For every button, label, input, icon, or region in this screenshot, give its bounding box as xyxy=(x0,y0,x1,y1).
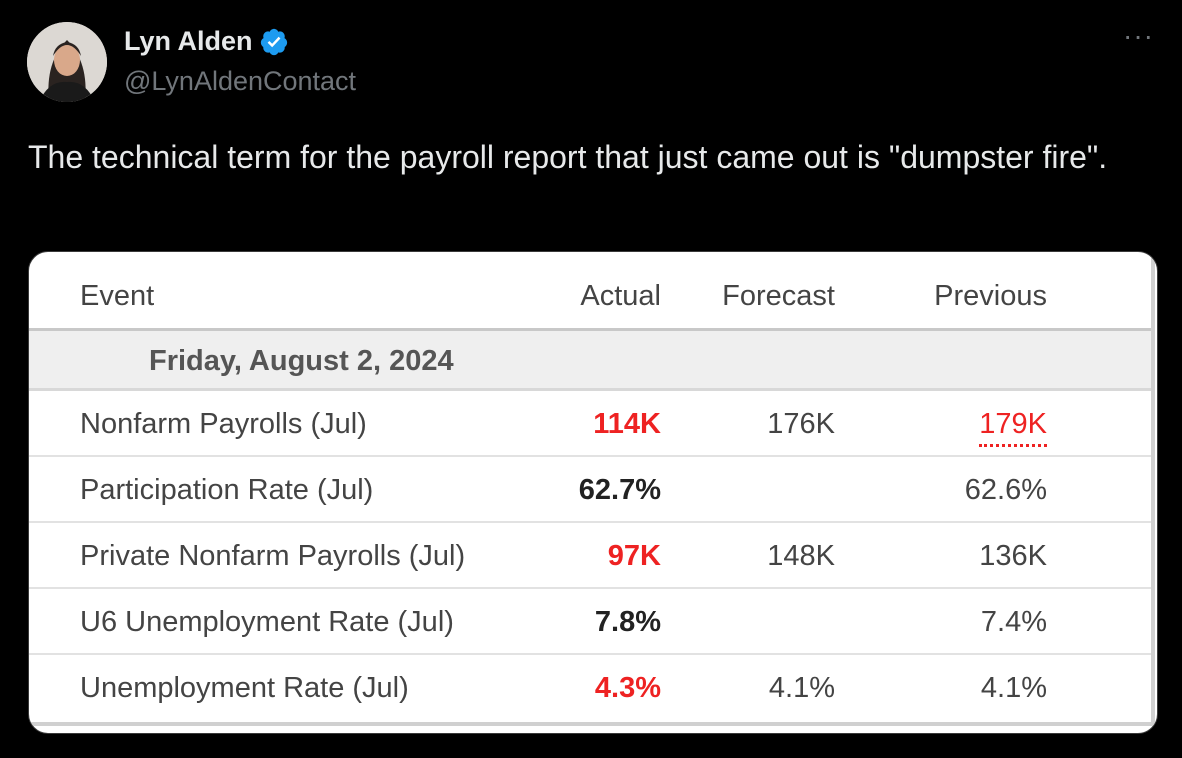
date-group-row: Friday, August 2, 2024 xyxy=(29,331,1151,391)
actual-value: 62.7% xyxy=(578,474,661,506)
previous-value: 4.1% xyxy=(980,672,1047,704)
avatar-image xyxy=(27,22,107,102)
event-name: U6 Unemployment Rate (Jul) xyxy=(80,606,454,638)
avatar[interactable] xyxy=(27,22,107,102)
verified-badge-icon[interactable] xyxy=(259,27,289,57)
author-handle[interactable]: @LynAldenContact xyxy=(124,66,357,96)
table-header: Event Actual Forecast Previous xyxy=(29,252,1151,331)
event-name: Private Nonfarm Payrolls (Jul) xyxy=(80,540,466,572)
table-row: Private Nonfarm Payrolls (Jul) 97K 148K … xyxy=(29,523,1151,589)
event-name: Nonfarm Payrolls (Jul) xyxy=(80,408,367,440)
previous-value: 179K xyxy=(979,408,1047,447)
event-name: Unemployment Rate (Jul) xyxy=(80,672,409,704)
economic-calendar-table: Event Actual Forecast Previous Friday, A… xyxy=(29,252,1155,726)
previous-value: 136K xyxy=(979,540,1047,572)
actual-value: 7.8% xyxy=(594,606,661,638)
date-label: Friday, August 2, 2024 xyxy=(149,345,454,377)
forecast-value: 4.1% xyxy=(768,672,835,704)
actual-value: 97K xyxy=(607,540,661,572)
more-options-icon[interactable]: ··· xyxy=(1123,20,1154,51)
header-actual: Actual xyxy=(580,280,661,312)
actual-value: 114K xyxy=(593,408,661,440)
table-row: U6 Unemployment Rate (Jul) 7.8% 7.4% xyxy=(29,589,1151,655)
previous-value: 62.6% xyxy=(964,474,1047,506)
forecast-value: 148K xyxy=(767,540,835,572)
table-row: Unemployment Rate (Jul) 4.3% 4.1% 4.1% xyxy=(29,655,1151,719)
actual-value: 4.3% xyxy=(594,672,661,704)
tweet-text: The technical term for the payroll repor… xyxy=(28,139,1108,175)
event-name: Participation Rate (Jul) xyxy=(80,474,374,506)
header-previous: Previous xyxy=(934,280,1047,312)
table-row: Nonfarm Payrolls (Jul) 114K 176K 179K xyxy=(29,391,1151,457)
header-forecast: Forecast xyxy=(722,280,835,312)
author-name[interactable]: Lyn Alden xyxy=(124,26,253,56)
table-row: Participation Rate (Jul) 62.7% 62.6% xyxy=(29,457,1151,523)
header-event: Event xyxy=(80,280,155,312)
author-name-row: Lyn Alden xyxy=(124,26,289,57)
previous-value: 7.4% xyxy=(980,606,1047,638)
forecast-value: 176K xyxy=(767,408,835,440)
media-card[interactable]: Event Actual Forecast Previous Friday, A… xyxy=(28,251,1158,734)
